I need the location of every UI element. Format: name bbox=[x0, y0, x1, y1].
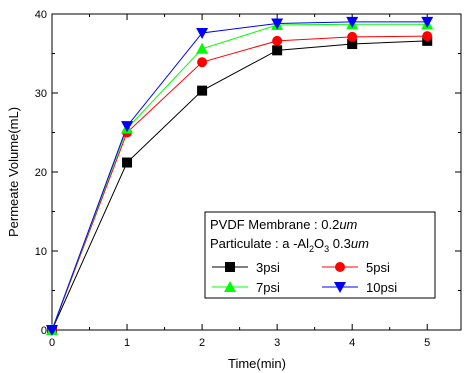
x-tick-label: 1 bbox=[124, 337, 130, 349]
data-point-10psi bbox=[421, 16, 434, 28]
legend-particulate-text: Particulate : a -Al2O3 0.3um bbox=[210, 236, 369, 254]
y-tick-label: 10 bbox=[35, 246, 47, 258]
series-line-3psi bbox=[51, 40, 428, 331]
legend-marker-10psi bbox=[334, 282, 346, 293]
data-point-7psi bbox=[196, 42, 209, 54]
series-line-7psi bbox=[51, 23, 428, 331]
y-axis-title: Permeate Volume(mL) bbox=[6, 107, 21, 237]
data-point-3psi bbox=[122, 157, 133, 168]
data-point-3psi bbox=[272, 45, 283, 56]
data-point-10psi bbox=[46, 325, 58, 336]
x-tick-label: 4 bbox=[349, 337, 355, 349]
x-axis: 0 1 2 3 4 5 bbox=[49, 14, 430, 349]
y-tick-label: 30 bbox=[35, 88, 47, 100]
legend-marker-7psi bbox=[224, 281, 236, 292]
data-point-5psi bbox=[272, 35, 283, 46]
legend-label-5psi: 5psi bbox=[366, 260, 390, 275]
data-point-3psi bbox=[347, 39, 358, 50]
data-point-10psi bbox=[196, 27, 209, 39]
data-point-5psi bbox=[347, 31, 358, 42]
data-point-5psi bbox=[422, 31, 433, 42]
legend: PVDF Membrane : 0.2um Particulate : a -A… bbox=[204, 211, 436, 299]
y-tick-label: 20 bbox=[35, 167, 47, 179]
y-axis: 0 10 20 30 40 bbox=[35, 9, 461, 337]
series-markers bbox=[46, 16, 434, 336]
x-tick-label: 5 bbox=[424, 337, 430, 349]
y-tick-label: 0 bbox=[41, 325, 47, 337]
legend-label-3psi: 3psi bbox=[256, 260, 280, 275]
x-tick-label: 0 bbox=[49, 337, 55, 349]
legend-marker-3psi bbox=[225, 262, 235, 272]
legend-box bbox=[204, 211, 436, 299]
legend-entries: 3psi 5psi 7psi 10psi bbox=[212, 260, 397, 295]
x-tick-label: 3 bbox=[274, 337, 280, 349]
data-point-5psi bbox=[197, 57, 208, 68]
x-axis-title: Time(min) bbox=[228, 356, 286, 371]
x-tick-label: 2 bbox=[199, 337, 205, 349]
legend-membrane-text: PVDF Membrane : 0.2um bbox=[210, 217, 358, 232]
legend-label-10psi: 10psi bbox=[366, 280, 397, 295]
series-line-10psi bbox=[51, 21, 428, 331]
series-lines bbox=[51, 21, 428, 331]
legend-marker-5psi bbox=[335, 262, 345, 272]
data-point-10psi bbox=[121, 121, 134, 133]
y-tick-label: 40 bbox=[35, 9, 47, 21]
series-line-5psi bbox=[51, 35, 428, 331]
data-point-10psi bbox=[346, 16, 359, 28]
data-point-10psi bbox=[271, 18, 284, 30]
data-point-3psi bbox=[197, 85, 208, 96]
legend-label-7psi: 7psi bbox=[256, 280, 280, 295]
